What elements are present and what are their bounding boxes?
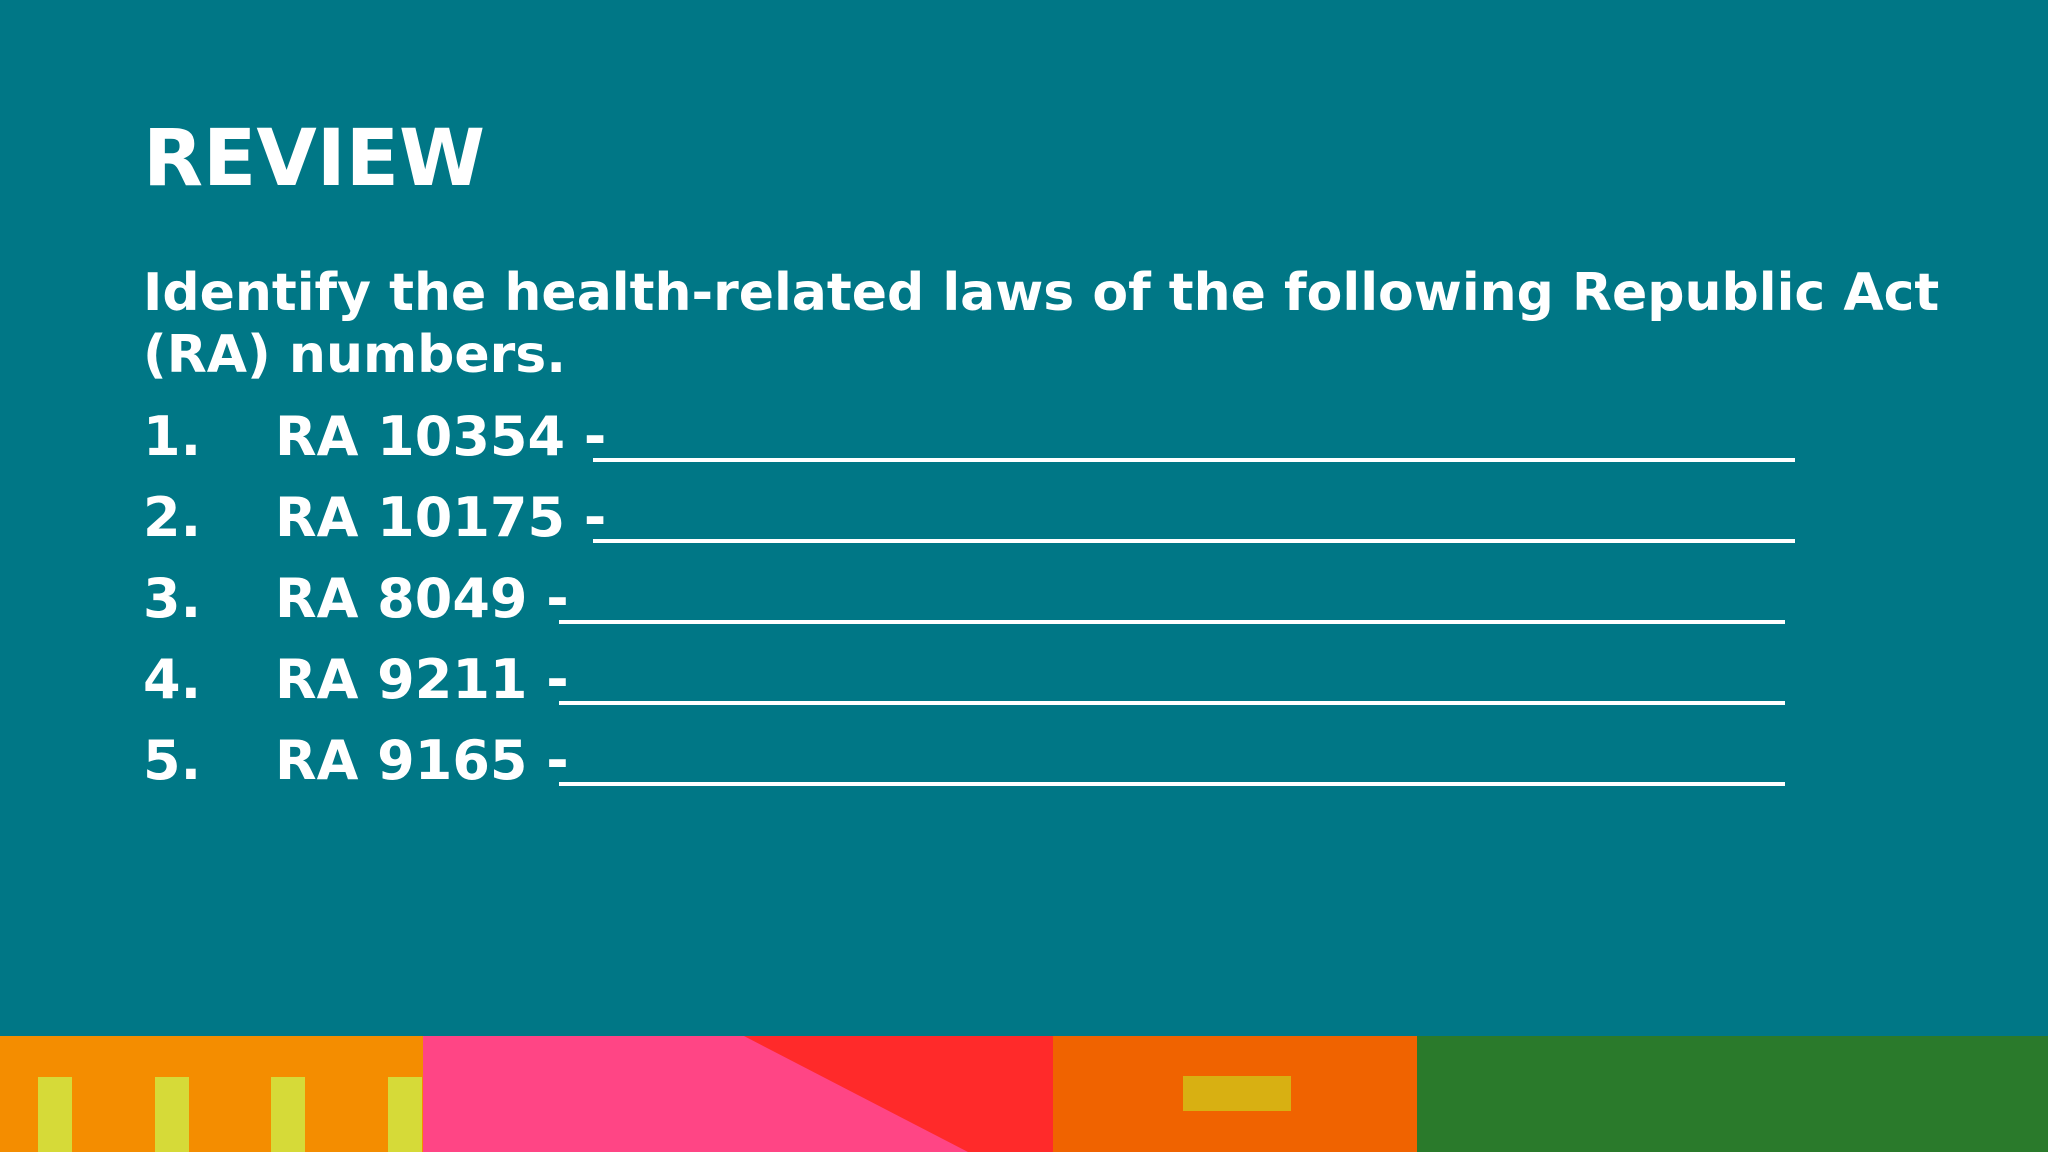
item-law: RA 9165 - [275, 729, 569, 792]
decor-stripe [155, 1077, 189, 1152]
item-number: 5. [143, 729, 202, 792]
instruction-text: Identify the health-related laws of the … [143, 263, 1940, 385]
answer-blank-line [559, 620, 1785, 624]
slide-title: REVIEW [143, 114, 486, 204]
answer-blank-line [559, 782, 1785, 786]
item-law: RA 10354 - [275, 405, 607, 468]
decor-stripe [388, 1077, 422, 1152]
answer-blank-line [593, 458, 1795, 462]
answer-blank-line [559, 701, 1785, 705]
answer-blank-line [593, 539, 1795, 543]
decor-band-pink [423, 1036, 1053, 1152]
item-number: 2. [143, 486, 202, 549]
item-law: RA 8049 - [275, 567, 569, 630]
decor-mustard-bar [1183, 1076, 1291, 1111]
decor-stripe [38, 1077, 72, 1152]
item-law: RA 10175 - [275, 486, 607, 549]
decor-stripe [271, 1077, 305, 1152]
item-law: RA 9211 - [275, 648, 569, 711]
item-number: 4. [143, 648, 202, 711]
item-number: 1. [143, 405, 202, 468]
decor-red-triangle [744, 1036, 1053, 1152]
decor-band-green [1417, 1036, 2048, 1152]
item-number: 3. [143, 567, 202, 630]
